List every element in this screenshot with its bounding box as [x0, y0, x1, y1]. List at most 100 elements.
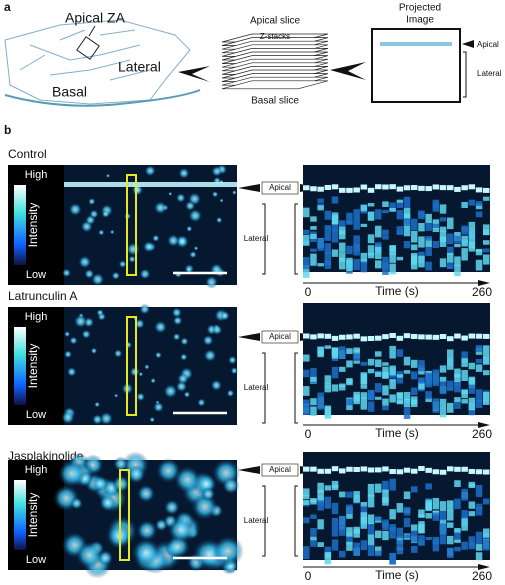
- micrograph-blob: [64, 331, 71, 338]
- kymo-apical: [418, 185, 425, 191]
- micrograph-blob: [129, 366, 140, 377]
- cell-label: Basal: [52, 84, 87, 100]
- kymo-signal: [461, 488, 468, 501]
- kymo-apical: [353, 333, 360, 339]
- kymo-signal: [439, 258, 447, 268]
- kymo-apical: [360, 336, 368, 342]
- micrograph-blob: [155, 351, 162, 359]
- kymo-signal: [475, 400, 483, 409]
- kymo-signal: [324, 227, 332, 241]
- kymo-signal: [483, 357, 490, 365]
- kymo-signal: [418, 210, 425, 220]
- kymo-apical: [447, 336, 454, 342]
- micrograph-blob: [189, 250, 197, 259]
- kymo-signal: [411, 244, 418, 251]
- condition-name: Latrunculin A: [8, 289, 77, 303]
- kymo-signal: [411, 530, 418, 543]
- kymo-signal: [454, 400, 461, 409]
- kymo-signal: [411, 359, 418, 368]
- kymo-apical: [425, 334, 432, 340]
- kymo-signal: [346, 504, 353, 515]
- micrograph-blob: [139, 303, 151, 315]
- kymo-signal: [324, 243, 332, 254]
- kymo-signal: [468, 199, 476, 206]
- kymo-signal: [454, 397, 461, 402]
- colorbar-low: Low: [26, 269, 46, 281]
- micrograph-blob: [183, 391, 191, 398]
- colorbar: [14, 185, 26, 265]
- stack-label: Z-stacks: [260, 32, 290, 41]
- kymo-signal: [461, 370, 468, 381]
- kymo-signal: [310, 248, 317, 252]
- arrow: [330, 62, 366, 80]
- micrograph-blob: [153, 401, 164, 413]
- kymo-signal: [454, 529, 461, 542]
- kymo-signal: [411, 396, 418, 405]
- roi: [126, 174, 137, 276]
- kymo-signal: [324, 225, 332, 229]
- kymo-signal: [367, 203, 375, 207]
- kymo-signal: [483, 254, 490, 265]
- kymo-apical: [382, 184, 389, 190]
- kymo-apical: [389, 184, 396, 190]
- kymo-apical: [360, 184, 368, 190]
- micrograph-blob: [150, 377, 156, 384]
- kymo-signal: [303, 229, 310, 235]
- kymo-signal: [375, 530, 382, 539]
- kymo-signal: [454, 480, 461, 488]
- micrograph-blob: [144, 165, 156, 177]
- kymo-signal: [389, 526, 396, 539]
- kymo-signal: [411, 387, 418, 396]
- micrograph-blob: [75, 541, 103, 569]
- kymo-signal: [346, 348, 353, 354]
- kymo-signal: [396, 349, 404, 357]
- stack-label: Apical slice: [250, 16, 300, 27]
- micrograph-blob: [173, 466, 201, 494]
- kymo-apical: [375, 335, 382, 341]
- kymo-signal: [461, 518, 468, 531]
- kymo-apical: [339, 334, 346, 340]
- time-start: 0: [305, 569, 312, 583]
- kymo-signal: [396, 201, 404, 209]
- kymo-signal: [468, 221, 476, 230]
- kymo-signal: [389, 263, 396, 275]
- kymo-signal: [461, 541, 468, 550]
- kymo-signal: [475, 507, 483, 516]
- kymo-signal: [346, 245, 353, 255]
- kymo-signal: [331, 212, 339, 225]
- micrograph-blob: [91, 272, 105, 286]
- kymo-signal: [447, 252, 454, 263]
- kymo-signal: [468, 241, 476, 249]
- kymo-signal: [411, 371, 418, 380]
- kymo-signal: [418, 509, 425, 518]
- micrograph-blob: [113, 349, 123, 358]
- micrograph-blob: [211, 324, 223, 336]
- kymo-signal: [396, 400, 404, 405]
- kymo-apical: [468, 333, 476, 339]
- micrograph-blob: [167, 234, 180, 247]
- kymo-apical: [360, 466, 368, 472]
- kymo-signal: [310, 527, 317, 536]
- kymo-signal: [461, 509, 468, 519]
- micrograph-blob: [131, 184, 144, 196]
- kymo-signal: [396, 199, 404, 203]
- micrograph-blob: [167, 517, 194, 543]
- kymo-signal: [339, 242, 346, 252]
- kymo-signal: [317, 346, 324, 356]
- kymo-signal: [339, 220, 346, 228]
- kymo-signal: [317, 482, 324, 493]
- bracket: [463, 51, 467, 98]
- kymo-apical: [346, 334, 353, 340]
- kymo-apical: [454, 333, 461, 339]
- projected-title: Image: [406, 15, 434, 26]
- micrograph-blob: [193, 246, 199, 251]
- kymo-apical: [418, 334, 425, 340]
- kymo-signal: [439, 408, 447, 418]
- micrograph-blob: [99, 494, 117, 512]
- kymo-signal: [331, 366, 339, 379]
- kymo-apical: [317, 468, 324, 474]
- kymo-signal: [346, 531, 353, 545]
- kymo-apical: [303, 185, 310, 191]
- kymo-signal: [461, 201, 468, 209]
- kymo-apical: [439, 185, 447, 191]
